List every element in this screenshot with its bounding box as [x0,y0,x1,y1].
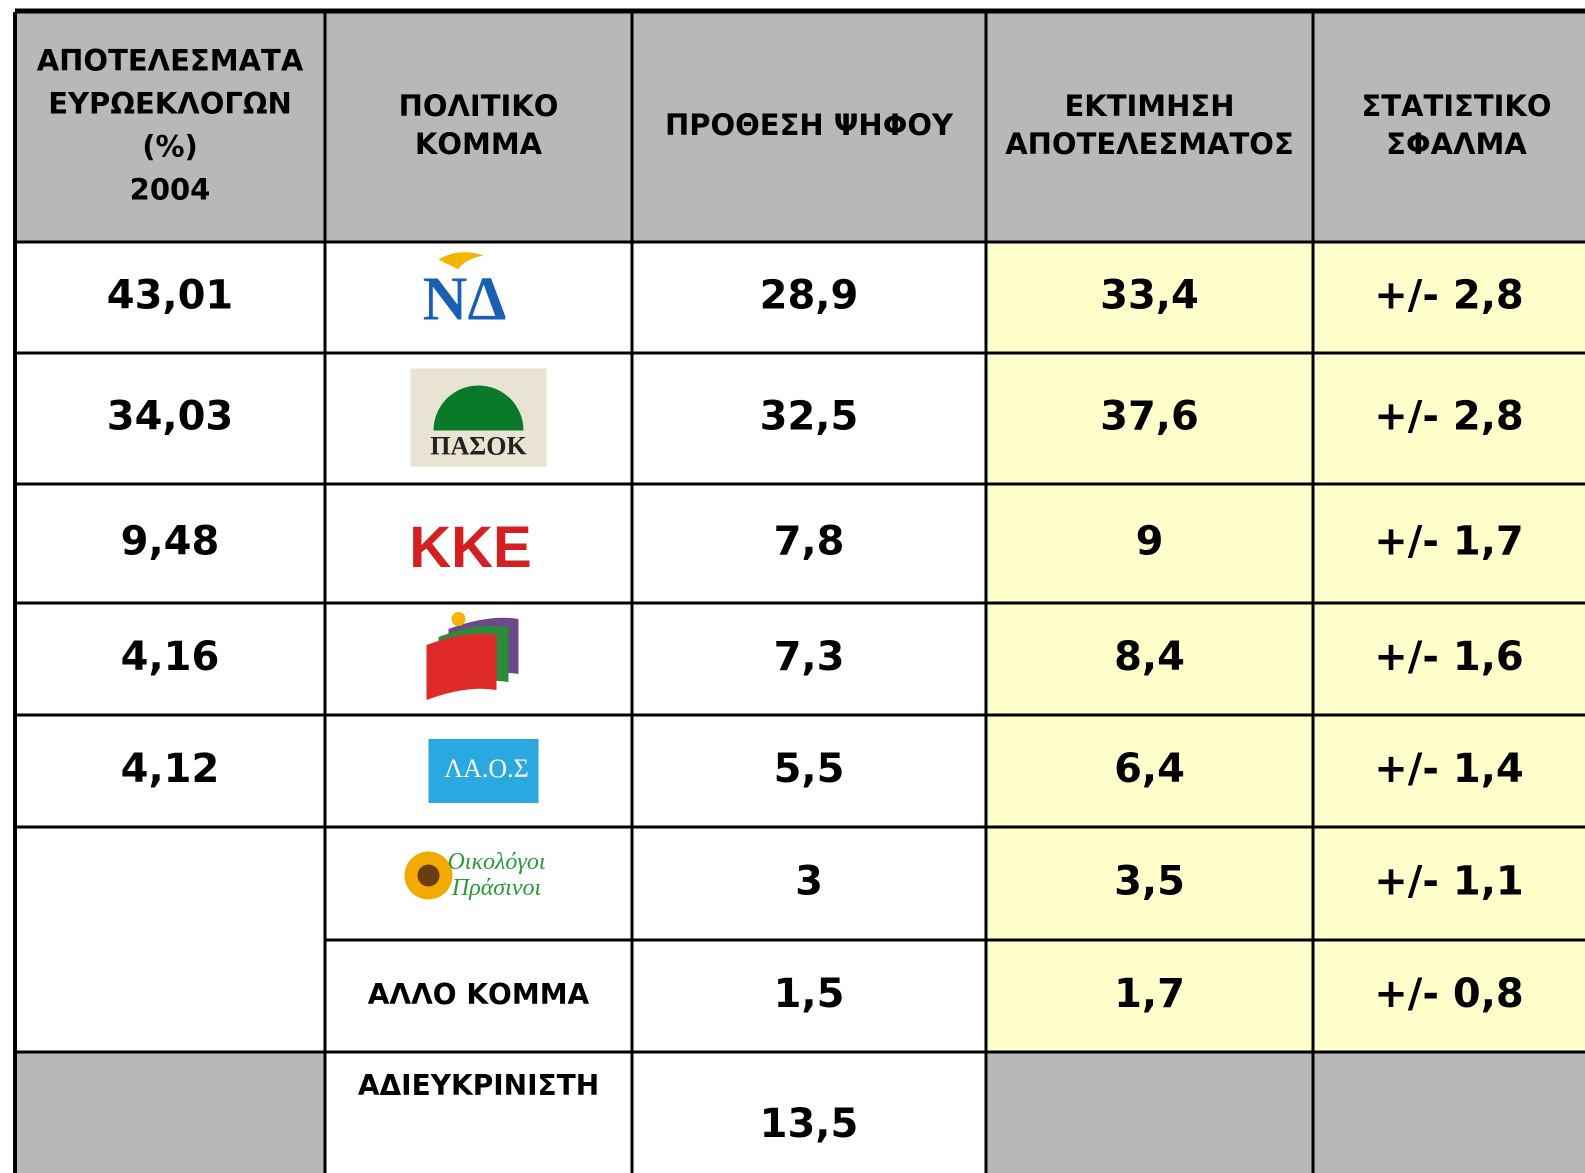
header-label: ΑΠΟΤΕΛΕΣΜΑΤΑ [37,44,304,78]
cell-bg [1313,484,1585,603]
logo-text: ΠΑΣΟΚ [430,431,527,460]
cell-bg [986,242,1313,353]
vote-intention: 1,5 [774,971,845,1017]
cell-bg [632,1052,986,1173]
header-label: ΣΤΑΤΙΣΤΙΚΟ [1361,89,1551,123]
cell-bg [632,940,986,1052]
cell-bg [632,484,986,603]
result-estimate: 1,7 [1114,971,1185,1017]
cell-bg [632,353,986,484]
party-logo: ΝΔ [423,252,507,334]
cell-bg [986,603,1313,715]
header-label: ΕΥΡΩΕΚΛΟΓΩΝ [48,87,292,121]
cell-bg [986,484,1313,603]
cell-bg [325,827,632,940]
header-label: ΣΦΑΛΜΑ [1386,127,1527,161]
statistical-error: +/- 2,8 [1374,394,1524,440]
cell-bg [632,603,986,715]
logo-sun [433,385,524,431]
cell-bg [325,1052,632,1173]
statistical-error: +/- 1,6 [1374,634,1524,680]
logo-text: Πράσινοι [451,875,541,901]
logo-bg [428,739,539,803]
result-2004: 9,48 [121,519,220,565]
vote-intention: 32,5 [760,394,859,440]
cell-bg [1313,827,1585,940]
header-label: (%) [142,130,198,164]
logo-flag [426,633,497,700]
statistical-error: +/- 1,4 [1374,746,1524,792]
logo-sunflower-center [417,864,440,887]
vote-intention: 7,3 [774,634,845,680]
header-label: ΠΟΛΙΤΙΚΟ [399,89,559,123]
vote-intention: 5,5 [774,746,845,792]
result-2004: 34,03 [107,394,234,440]
cell-bg [325,484,632,603]
result-estimate: 8,4 [1114,634,1185,680]
vote-intention: 3 [795,859,823,905]
cell-bg [986,940,1313,1052]
cell-bg [1313,603,1585,715]
result-estimate: 6,4 [1114,746,1185,792]
statistical-error: +/- 2,8 [1374,273,1524,319]
logo-text: Οικολόγοι [447,849,545,875]
cell-bg [15,827,325,940]
party-name: ΑΔΙΕΥΚΡΙΝΙΣΤΗ [358,1069,599,1102]
statistical-error: +/- 0,8 [1374,971,1524,1017]
party-name: ΑΛΛΟ ΚΟΜΜΑ [368,978,590,1011]
cell-bg [15,715,325,827]
party-logo: ΛΑ.Ο.Σ [428,739,539,803]
logo-text: ΝΔ [423,266,507,334]
cell-bg [15,242,325,353]
result-estimate: 3,5 [1114,859,1185,905]
header-label: ΠΡΟΘΕΣΗ ΨΗΦΟΥ [665,108,954,142]
cell-bg [986,353,1313,484]
result-2004: 4,12 [121,746,220,792]
cell-bg [1313,940,1585,1052]
result-estimate: 9 [1136,519,1164,565]
vote-intention: 13,5 [760,1101,859,1147]
cell-bg [986,1052,1313,1173]
header-label: ΑΠΟΤΕΛΕΣΜΑΤΟΣ [1005,127,1294,161]
cell-bg [1313,1052,1585,1173]
cell-bg [15,940,325,1052]
header-bg [15,12,1585,242]
logo-flame [438,252,484,270]
cell-bg [15,353,325,484]
result-estimate: 37,6 [1100,394,1199,440]
header-label: 2004 [130,173,211,207]
logo-star [451,612,466,626]
cell-bg [632,715,986,827]
result-2004: 4,16 [121,634,220,680]
logo-text: ΛΑ.Ο.Σ [444,754,529,783]
cell-bg [325,940,632,1052]
party-logo: ΚΚΕ [409,515,531,580]
cell-bg [325,242,632,353]
cell-bg [986,715,1313,827]
cell-bg [15,484,325,603]
cell-bg [1313,242,1585,353]
result-2004: 43,01 [107,273,234,319]
cell-bg [632,242,986,353]
cell-bg [15,603,325,715]
statistical-error: +/- 1,7 [1374,519,1524,565]
cell-bg [986,827,1313,940]
cell-bg [632,827,986,940]
header-label: ΚΟΜΜΑ [415,127,543,161]
vote-intention: 7,8 [774,519,845,565]
header-label: ΕΚΤΙΜΗΣΗ [1064,89,1234,123]
logo-text: ΚΚΕ [409,515,531,580]
cell-bg [1313,715,1585,827]
vote-intention: 28,9 [760,273,859,319]
cell-bg [15,1052,325,1173]
result-estimate: 33,4 [1100,273,1199,319]
party-logo: ΠΑΣΟΚ [410,368,547,467]
statistical-error: +/- 1,1 [1374,859,1524,905]
cell-bg [1313,353,1585,484]
